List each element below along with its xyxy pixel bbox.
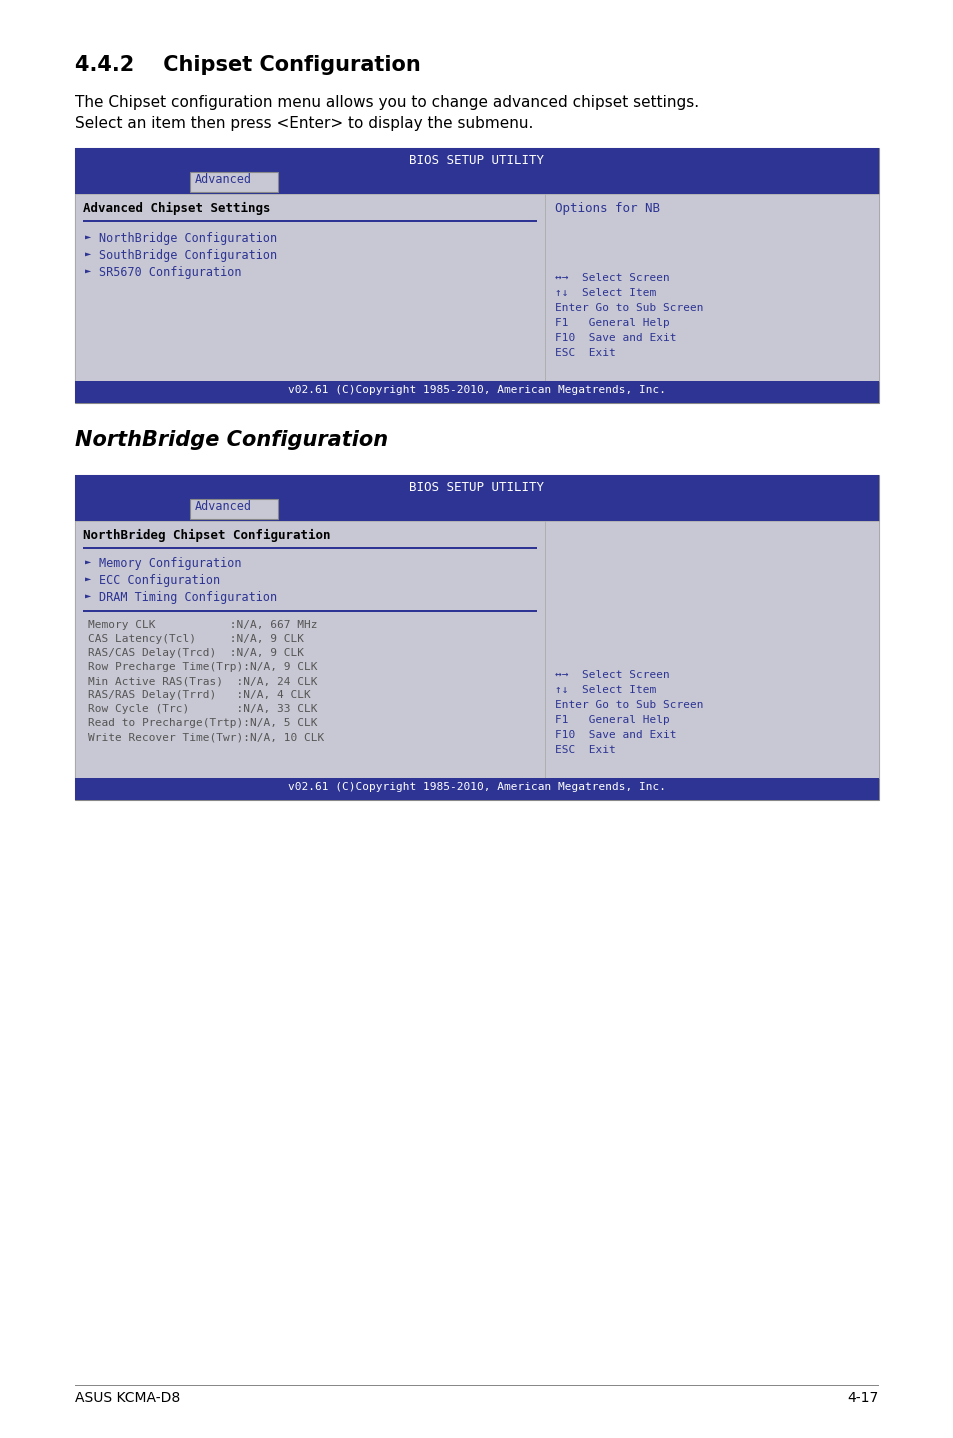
Text: ↑↓  Select Item: ↑↓ Select Item — [555, 288, 656, 298]
Bar — [75, 381, 878, 403]
Text: ESC  Exit: ESC Exit — [555, 745, 615, 755]
Text: ►: ► — [85, 557, 91, 567]
Bar — [544, 521, 878, 778]
Text: ECC Configuration: ECC Configuration — [99, 574, 220, 587]
Bar — [75, 194, 544, 381]
Text: ESC  Exit: ESC Exit — [555, 348, 615, 358]
Bar — [75, 475, 878, 521]
Text: BIOS SETUP UTILITY: BIOS SETUP UTILITY — [409, 480, 544, 495]
Text: ►: ► — [85, 574, 91, 584]
Text: CAS Latency(Tcl)     :N/A, 9 CLK: CAS Latency(Tcl) :N/A, 9 CLK — [88, 634, 304, 644]
Bar — [190, 499, 277, 519]
Bar — [75, 778, 878, 800]
Text: NorthBridge Configuration: NorthBridge Configuration — [99, 232, 276, 244]
Text: The Chipset configuration menu allows you to change advanced chipset settings.: The Chipset configuration menu allows yo… — [75, 95, 699, 109]
Text: DRAM Timing Configuration: DRAM Timing Configuration — [99, 591, 276, 604]
Text: Select an item then press <Enter> to display the submenu.: Select an item then press <Enter> to dis… — [75, 116, 533, 131]
Text: 4-17: 4-17 — [847, 1391, 878, 1405]
Bar — [544, 194, 878, 381]
Text: Enter Go to Sub Screen: Enter Go to Sub Screen — [555, 303, 702, 313]
Bar — [190, 173, 277, 193]
Text: Row Precharge Time(Trp):N/A, 9 CLK: Row Precharge Time(Trp):N/A, 9 CLK — [88, 661, 317, 672]
Text: ►: ► — [85, 249, 91, 259]
Text: SouthBridge Configuration: SouthBridge Configuration — [99, 249, 276, 262]
Text: Advanced: Advanced — [194, 500, 252, 513]
Text: RAS/CAS Delay(Trcd)  :N/A, 9 CLK: RAS/CAS Delay(Trcd) :N/A, 9 CLK — [88, 649, 304, 659]
Text: ►: ► — [85, 266, 91, 276]
Bar — [75, 148, 878, 403]
Text: F1   General Help: F1 General Help — [555, 715, 669, 725]
Bar — [83, 220, 537, 221]
Text: v02.61 (C)Copyright 1985-2010, American Megatrends, Inc.: v02.61 (C)Copyright 1985-2010, American … — [288, 782, 665, 792]
Text: Memory CLK           :N/A, 667 MHz: Memory CLK :N/A, 667 MHz — [88, 620, 317, 630]
Text: ►: ► — [85, 591, 91, 601]
Text: NorthBridge Configuration: NorthBridge Configuration — [75, 430, 388, 450]
Bar — [75, 148, 878, 194]
Text: Advanced: Advanced — [194, 173, 252, 186]
Text: Read to Precharge(Trtp):N/A, 5 CLK: Read to Precharge(Trtp):N/A, 5 CLK — [88, 718, 317, 728]
Text: SR5670 Configuration: SR5670 Configuration — [99, 266, 241, 279]
Text: ↔→  Select Screen: ↔→ Select Screen — [555, 273, 669, 283]
Text: ►: ► — [85, 232, 91, 242]
Text: ↔→  Select Screen: ↔→ Select Screen — [555, 670, 669, 680]
Text: Write Recover Time(Twr):N/A, 10 CLK: Write Recover Time(Twr):N/A, 10 CLK — [88, 732, 324, 742]
Bar — [83, 610, 537, 611]
Text: 4.4.2    Chipset Configuration: 4.4.2 Chipset Configuration — [75, 55, 420, 75]
Bar — [75, 521, 544, 778]
Bar — [75, 475, 878, 800]
Text: RAS/RAS Delay(Trrd)   :N/A, 4 CLK: RAS/RAS Delay(Trrd) :N/A, 4 CLK — [88, 690, 311, 700]
Bar — [83, 546, 537, 548]
Text: Advanced Chipset Settings: Advanced Chipset Settings — [83, 201, 271, 216]
Text: F1   General Help: F1 General Help — [555, 318, 669, 328]
Text: ASUS KCMA-D8: ASUS KCMA-D8 — [75, 1391, 180, 1405]
Text: F10  Save and Exit: F10 Save and Exit — [555, 731, 676, 741]
Text: F10  Save and Exit: F10 Save and Exit — [555, 334, 676, 344]
Text: v02.61 (C)Copyright 1985-2010, American Megatrends, Inc.: v02.61 (C)Copyright 1985-2010, American … — [288, 385, 665, 395]
Text: NorthBrideg Chipset Configuration: NorthBrideg Chipset Configuration — [83, 529, 330, 542]
Text: BIOS SETUP UTILITY: BIOS SETUP UTILITY — [409, 154, 544, 167]
Text: Row Cycle (Trc)       :N/A, 33 CLK: Row Cycle (Trc) :N/A, 33 CLK — [88, 705, 317, 715]
Text: Memory Configuration: Memory Configuration — [99, 557, 241, 569]
Text: ↑↓  Select Item: ↑↓ Select Item — [555, 684, 656, 695]
Text: Min Active RAS(Tras)  :N/A, 24 CLK: Min Active RAS(Tras) :N/A, 24 CLK — [88, 676, 317, 686]
Text: Enter Go to Sub Screen: Enter Go to Sub Screen — [555, 700, 702, 710]
Text: Options for NB: Options for NB — [555, 201, 659, 216]
